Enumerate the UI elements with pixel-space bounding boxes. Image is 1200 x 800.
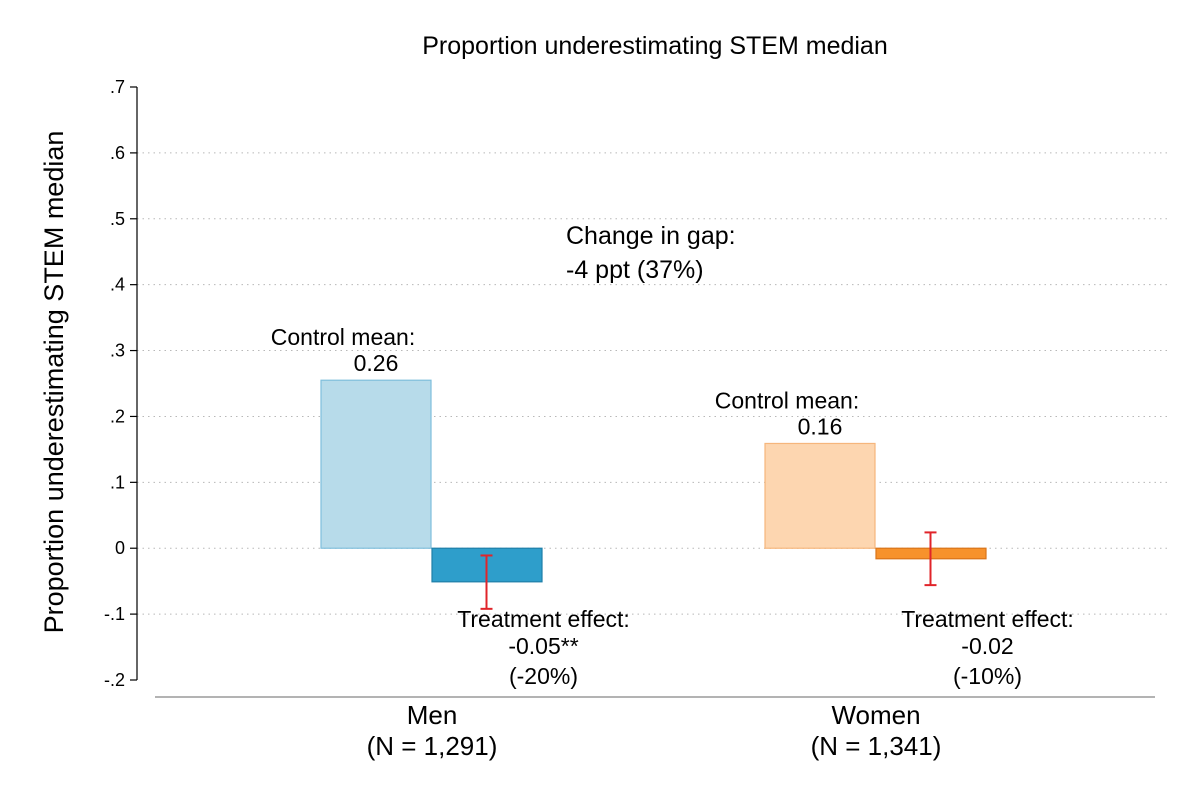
y-tick-label: -.1 [104,604,125,624]
gap-annotation-line2: -4 ppt (37%) [566,256,704,284]
y-tick-label: .1 [110,472,125,492]
control-bar [764,442,876,549]
y-axis: -.2 -.1 0 .1 .2 .3 .4 .5 .6 .7 [104,77,138,690]
x-category-label: Men [407,700,458,730]
treatment-effect-value: -0.05** [508,633,578,659]
y-tick-label: .4 [110,275,125,295]
gap-annotation-line1: Change in gap: [566,222,736,250]
confidence-interval [480,554,493,610]
confidence-interval [924,531,937,587]
y-axis-label: Proportion underestimating STEM median [39,131,69,634]
chart-title: Proportion underestimating STEM median [422,32,888,60]
y-tick-label: .3 [110,341,125,361]
y-tick-label: .6 [110,143,125,163]
y-tick-label: 0 [115,538,125,558]
treatment-effect-percent: (-10%) [953,663,1022,689]
treatment-effect-value: -0.02 [961,633,1013,659]
control-mean-value: 0.26 [354,350,399,376]
y-tick-label: .5 [110,209,125,229]
treatment-effect-percent: (-20%) [509,663,578,689]
y-tick-label: .7 [110,77,125,97]
treatment-effect-label: Treatment effect: [901,606,1074,632]
control-mean-label: Control mean: [271,324,415,350]
treatment-effect-label: Treatment effect: [457,606,630,632]
bars [320,379,987,610]
x-category-label: Women [831,700,920,730]
x-axis-labels: Men(N = 1,291) Women(N = 1,341) [367,700,942,761]
x-category-sublabel: (N = 1,341) [811,731,942,761]
control-mean-value: 0.16 [798,413,843,439]
y-tick-label: .2 [110,406,125,426]
y-tick-label: -.2 [104,670,125,690]
control-mean-label: Control mean: [715,387,859,413]
x-category-sublabel: (N = 1,291) [367,731,498,761]
control-bar [320,379,432,549]
